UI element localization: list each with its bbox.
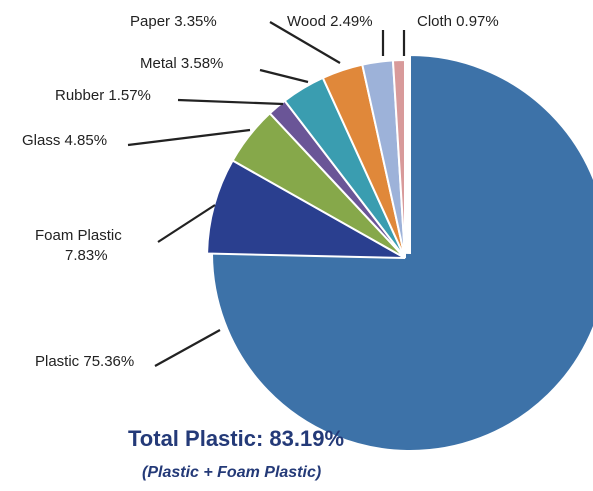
label-leader-lines xyxy=(127,21,406,367)
slice-label-cloth: Cloth 0.97% xyxy=(417,13,499,30)
slice-label-rubber: Rubber 1.57% xyxy=(55,87,151,104)
leader-line-plastic xyxy=(154,329,221,367)
total-plastic-title: Total Plastic: 83.19% xyxy=(128,426,344,451)
total-plastic-subtitle: (Plastic + Foam Plastic) xyxy=(142,464,321,481)
slice-label-metal: Metal 3.58% xyxy=(140,55,223,72)
leader-line-rubber xyxy=(177,98,284,106)
slice-label-foam-plastic: Foam Plastic 7.83% xyxy=(35,227,122,264)
pie-slices xyxy=(206,53,593,452)
leader-line-paper xyxy=(269,21,341,64)
slice-labels: Plastic 75.36% Foam Plastic 7.83% Glass 4.8… xyxy=(22,13,499,370)
slice-label-plastic: Plastic 75.36% xyxy=(35,353,134,370)
leader-line-glass xyxy=(127,128,251,147)
slice-label-wood: Wood 2.49% xyxy=(287,13,373,30)
pie-slice-cloth xyxy=(391,58,406,259)
slice-label-glass: Glass 4.85% xyxy=(22,132,107,149)
leader-line-metal xyxy=(259,68,309,84)
slice-label-paper: Paper 3.35% xyxy=(130,13,217,30)
leader-line-foam-plastic xyxy=(157,204,216,243)
